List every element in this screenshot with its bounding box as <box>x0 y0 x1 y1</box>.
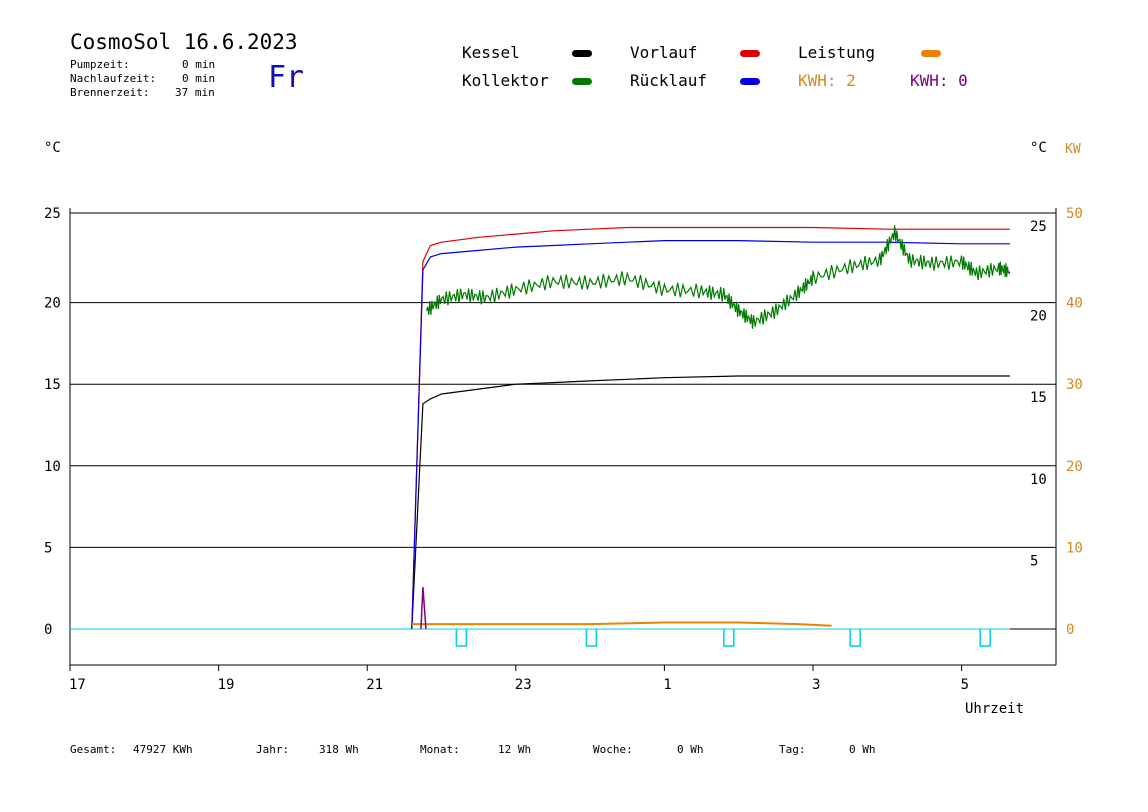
footer-woche-label: Woche: <box>593 743 633 756</box>
y-tick-left-10: 10 <box>44 459 61 475</box>
x-tick-label-3: 3 <box>812 677 820 693</box>
series-line-kessel <box>411 375 1010 630</box>
series-line-leistung <box>411 621 832 627</box>
footer-jahr-value: 318 Wh <box>319 743 359 756</box>
legend-kwh2: KWH: 0 <box>910 71 968 90</box>
x-tick-label-17: 17 <box>69 677 86 693</box>
footer-jahr-label: Jahr: <box>256 743 290 756</box>
legend-vorlauf-label: Vorlauf <box>630 43 698 62</box>
legend-leistung-label: Leistung <box>798 43 876 62</box>
pump-pulse-0 <box>455 629 468 647</box>
x-tick-label-1: 1 <box>663 677 671 693</box>
legend-ruecklauf-swatch <box>740 78 760 85</box>
x-tick-label-23: 23 <box>515 677 532 693</box>
footer-tag-value: 0 Wh <box>849 743 876 756</box>
y-tick-right-kw-30: 30 <box>1066 377 1083 393</box>
y-tick-right-temp-10: 10 <box>1030 472 1047 488</box>
y-tick-right-temp-20: 20 <box>1030 309 1047 325</box>
x-tick-label-19: 19 <box>218 677 235 693</box>
y-tick-right-temp-15: 15 <box>1030 390 1047 406</box>
y-tick-right-kw-10: 10 <box>1066 540 1083 556</box>
series-line-kollektor <box>426 225 1011 329</box>
info-nachlaufzeit-label: Nachlaufzeit: <box>70 72 157 85</box>
legend-leistung-swatch <box>921 50 941 57</box>
pump-pulse-4 <box>979 629 991 647</box>
y-tick-left-15: 15 <box>44 377 61 393</box>
footer-tag-label: Tag: <box>779 743 806 756</box>
info-nachlaufzeit-value: 0 min <box>182 72 216 85</box>
y-tick-right-kw-0: 0 <box>1066 622 1074 638</box>
y-tick-right-kw-50: 50 <box>1066 206 1083 222</box>
footer-monat-value: 12 Wh <box>498 743 532 756</box>
info-brennerzeit-label: Brennerzeit: <box>70 86 150 99</box>
x-tick-label-21: 21 <box>366 677 383 693</box>
right-axis-unit-kw: KW <box>1065 142 1081 157</box>
y-tick-left-5: 5 <box>44 540 52 556</box>
series-line-vorlauf <box>411 226 1010 630</box>
legend-kollektor-swatch <box>572 78 592 85</box>
chart-title: CosmoSol 16.6.2023 <box>70 30 298 54</box>
purple-spike <box>420 586 427 630</box>
footer-woche-value: 0 Wh <box>677 743 704 756</box>
x-tick-label-5: 5 <box>961 677 969 693</box>
y-tick-right-temp-5: 5 <box>1030 553 1038 569</box>
footer-gesamt-value: 47927 KWh <box>133 743 193 756</box>
y-tick-left-20: 20 <box>44 296 61 312</box>
info-brennerzeit-value: 37 min <box>175 86 215 99</box>
legend-vorlauf-swatch <box>740 50 760 57</box>
info-pumpzeit-label: Pumpzeit: <box>70 58 130 71</box>
pump-pulse-2 <box>723 629 735 647</box>
right-axis-unit: °C <box>1030 140 1047 156</box>
y-tick-right-kw-40: 40 <box>1066 296 1083 312</box>
footer-gesamt-label: Gesamt: <box>70 743 117 756</box>
pump-pulse-3 <box>849 629 861 647</box>
legend-ruecklauf-label: Rücklauf <box>630 71 708 90</box>
series-line-rücklauf <box>411 240 1010 630</box>
y-tick-right-temp-25: 25 <box>1030 219 1047 235</box>
weekday-label: Fr <box>268 60 305 95</box>
legend-kessel-swatch <box>572 50 592 57</box>
y-tick-left-25: 25 <box>44 206 61 222</box>
y-tick-left-0: 0 <box>44 622 52 638</box>
info-pumpzeit-value: 0 min <box>182 58 216 71</box>
pump-pulse-1 <box>585 629 598 647</box>
legend-kollektor-label: Kollektor <box>462 71 549 90</box>
left-axis-unit: °C <box>44 140 61 156</box>
legend-kwh1: KWH: 2 <box>798 71 856 90</box>
footer-monat-label: Monat: <box>420 743 460 756</box>
x-axis-label: Uhrzeit <box>965 701 1025 717</box>
legend-kessel-label: Kessel <box>462 43 520 62</box>
y-tick-right-kw-20: 20 <box>1066 459 1083 475</box>
